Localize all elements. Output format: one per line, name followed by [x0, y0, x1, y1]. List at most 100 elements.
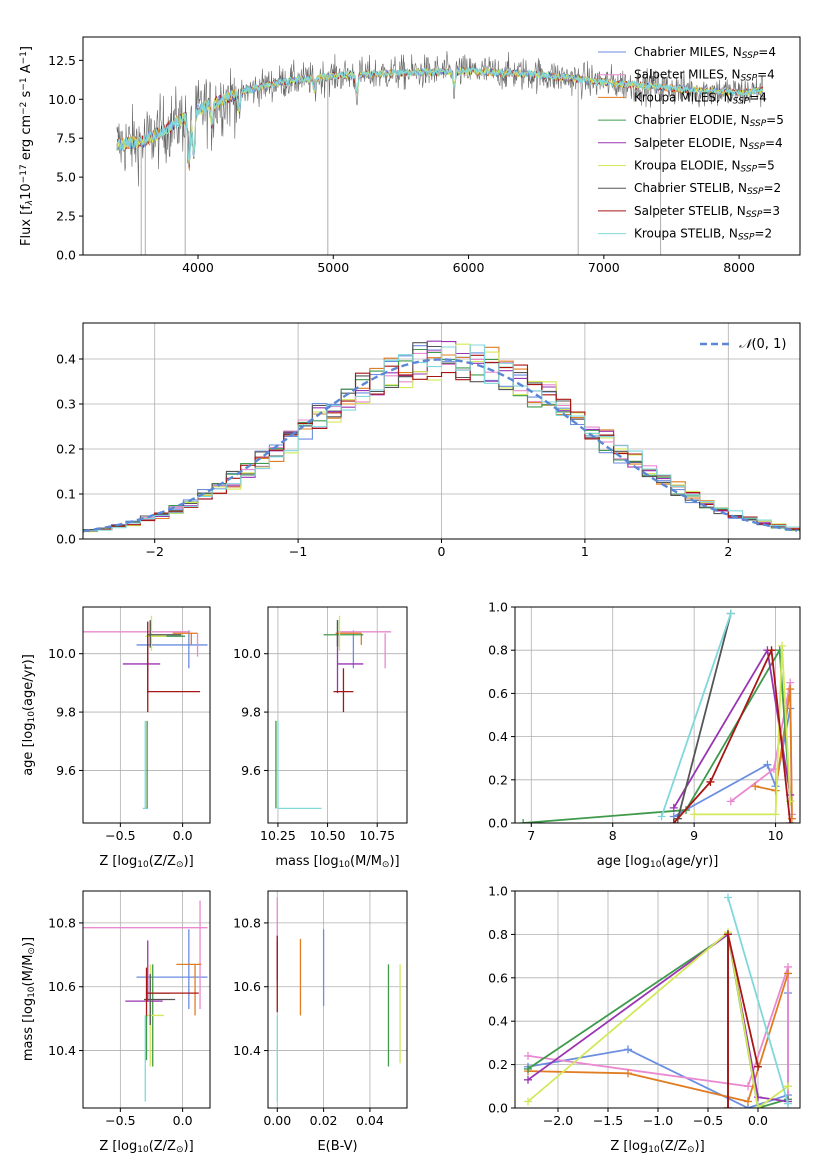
y-tick-label: 10.4: [233, 1043, 261, 1058]
weight-line: [523, 647, 792, 823]
panel-weight-vs-Z: −2.0 −1.5 −1.0 −0.5 0.0 0.0 0.2 0.4 0.6 0.8 1.0: [488, 884, 801, 1128]
x-axis-label: Z [log10(Z/Z⊙)]: [610, 1139, 704, 1155]
weight-marker: [744, 1082, 752, 1091]
grid: [268, 891, 407, 1108]
legend-entry-part: =2: [754, 227, 772, 241]
panel-age-vs-Z: −0.5 0.0 9.6 9.8 10.0: [48, 606, 211, 843]
legend-entry-part: Kroupa STELIB, N: [634, 227, 738, 241]
weight-line: [677, 613, 732, 819]
weight-line: [755, 688, 793, 819]
weight-line: [673, 646, 792, 823]
x-axis-label-part: (Z/Z: [149, 1139, 176, 1154]
y-tick-label: 0.2: [488, 772, 508, 787]
x-axis-label: age [log10(age/yr)]: [597, 854, 719, 870]
legend-entry: 𝒩(0, 1): [739, 337, 786, 352]
y-tick-label: 10.6: [233, 979, 261, 994]
y-tick-label: 10.0: [48, 92, 76, 107]
axes-frame: [267, 606, 408, 824]
legend-entry-part: Chabrier STELIB, N: [634, 181, 747, 195]
x-tick-label: 0.0: [748, 1113, 768, 1128]
weight-marker: [724, 893, 732, 902]
legend-entry-part: Salpeter ELODIE, N: [634, 136, 748, 150]
weight-marker: [784, 969, 792, 978]
weight-line: [694, 645, 792, 816]
legend-entry-part: SSP: [746, 210, 763, 220]
y-axis-label-part: erg cm: [19, 115, 34, 164]
weight-marker: [669, 803, 678, 812]
y-tick-label: 10.0: [48, 646, 76, 661]
y-axis-label: mass [log10(M/M⊙)]: [21, 937, 37, 1061]
weight-marker: [726, 609, 735, 618]
panel-weight-vs-age: 7 8 9 10 0.0 0.2 0.4 0.6 0.8 1.0: [488, 600, 801, 843]
x-tick-label: 10.50: [310, 828, 346, 843]
weight-marker: [754, 1104, 762, 1108]
legend-entry-part: SSP: [747, 187, 764, 197]
x-axis-label-part: Z [log: [99, 854, 137, 869]
x-tick-label: 7: [527, 828, 535, 843]
y-axis-label-part: age [log: [21, 723, 36, 776]
y-tick-label: 0.4: [56, 352, 76, 367]
y-tick-label: 0.1: [56, 487, 76, 502]
x-axis-label-part: 10: [137, 1145, 149, 1155]
axes: −2 −1 0 1 2 0.0 0.1 0.2 0.3 0.4: [56, 322, 801, 559]
gaussian-curve: [83, 358, 798, 533]
weight-marker: [726, 797, 735, 806]
legend-entry: Kroupa ELODIE, NSSP=5: [634, 159, 775, 175]
y-tick-label: 10.4: [48, 1043, 76, 1058]
y-tick-label: 2.5: [56, 209, 76, 224]
axes-frame: [82, 890, 211, 1109]
x-axis-label-part: (Z/Z: [660, 1139, 687, 1154]
y-axis-label-part: λ: [25, 200, 35, 206]
weight-marker: [657, 812, 666, 821]
histogram-step: [83, 344, 800, 534]
x-axis-label-part: mass [log: [275, 854, 338, 869]
y-axis-label-part: (age/yr)]: [21, 654, 36, 711]
y-tick-label: 0.0: [488, 1101, 508, 1116]
axes: −0.5 0.0 9.6 9.8 10.0: [48, 606, 211, 843]
x-tick-label: −0.5: [105, 828, 135, 843]
y-tick-label: 0.2: [488, 1057, 508, 1072]
legend-entry-part: SSP: [741, 74, 758, 84]
x-tick-label: 8: [609, 828, 617, 843]
x-axis-label-part: 10: [648, 1145, 660, 1155]
y-tick-label: 10.6: [48, 979, 76, 994]
y-axis-label: age [log10(age/yr)]: [21, 654, 37, 776]
x-tick-label: 10.75: [359, 828, 395, 843]
x-tick-label: 4000: [182, 260, 214, 275]
x-axis-label-part: )]: [184, 1139, 194, 1154]
legend-entry: Kroupa STELIB, NSSP=2: [634, 227, 772, 243]
legend-entry-part: Chabrier MILES, N: [634, 45, 742, 59]
y-tick-label: 0.6: [488, 970, 508, 985]
x-axis-label-part: )]: [389, 854, 399, 869]
y-axis-label: Flux [fλ10−17 erg cm−2 s−1 A−1]: [19, 46, 35, 246]
y-tick-label: 0.2: [56, 442, 76, 457]
x-tick-label: 9: [690, 828, 698, 843]
legend-entry: Salpeter ELODIE, NSSP=4: [634, 136, 783, 152]
weight-marker: [771, 810, 780, 819]
x-tick-label: −0.5: [693, 1113, 723, 1128]
plot-area: [276, 897, 401, 1102]
axes: 4000 5000 6000 7000 8000 0.0 2.5 5.0 7.5 10.0 12.5: [48, 36, 801, 275]
plot-area: [83, 900, 208, 1102]
weight-line: [660, 613, 732, 817]
legend-entry: Chabrier ELODIE, NSSP=5: [634, 113, 784, 129]
x-tick-label: 10.25: [260, 828, 296, 843]
x-tick-label: 0.0: [173, 828, 193, 843]
axes: 0.00 0.02 0.04 10.4 10.6 10.8: [233, 890, 408, 1128]
legend-entry-part: =4: [749, 90, 767, 104]
y-axis-label-part: s: [19, 90, 34, 101]
y-axis-label-part: ]: [19, 46, 34, 51]
panel-mass-vs-EBV: 0.00 0.02 0.04 10.4 10.6 10.8: [233, 890, 408, 1128]
weight-marker: [786, 819, 795, 823]
legend-entry-part: =5: [766, 113, 784, 127]
y-tick-label: 0.8: [488, 927, 508, 942]
x-axis-label-part: (Z/Z: [149, 854, 176, 869]
x-axis-label-part: 10: [137, 860, 149, 870]
legend-entry-part: (0, 1): [751, 337, 786, 352]
legend: 𝒩(0, 1): [700, 337, 786, 352]
axes: −0.5 0.0 10.4 10.6 10.8: [48, 890, 211, 1128]
axes-frame: [82, 322, 801, 540]
y-tick-label: 10.0: [233, 646, 261, 661]
weight-marker: [763, 760, 772, 769]
legend-entry-part: Salpeter MILES, N: [634, 68, 741, 82]
